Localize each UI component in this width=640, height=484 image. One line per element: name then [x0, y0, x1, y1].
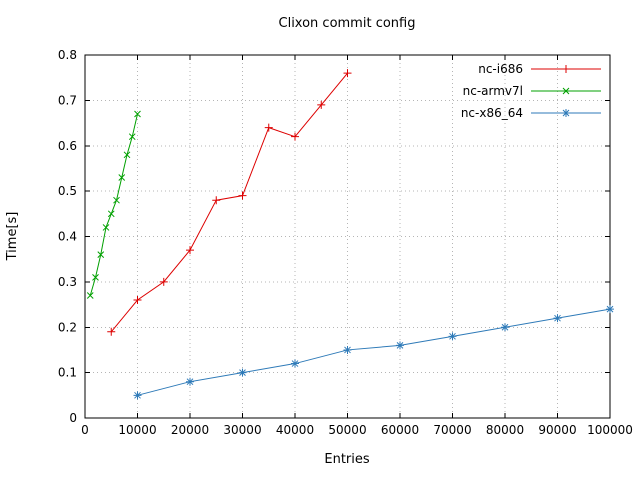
x-tick-label: 100000: [587, 423, 633, 437]
x-tick-label: 80000: [486, 423, 524, 437]
y-tick-label: 0: [69, 411, 77, 425]
legend-label: nc-armv7l: [463, 84, 523, 98]
series-nc-i686: [107, 69, 352, 336]
x-tick-label: 50000: [328, 423, 366, 437]
tick-marks: [84, 54, 611, 419]
chart-title: Clixon commit config: [279, 16, 416, 31]
legend-label: nc-i686: [478, 62, 523, 76]
legend: nc-i686 nc-armv7l nc-x86_64: [461, 62, 601, 120]
series-nc-x86_64: [133, 305, 614, 400]
x-tick-label: 10000: [118, 423, 156, 437]
x-tick-label: 70000: [433, 423, 471, 437]
x-axis-label: Entries: [324, 452, 370, 467]
grid-lines: [84, 54, 611, 419]
series-nc-armv7l: [86, 110, 141, 299]
y-tick-label: 0.7: [58, 93, 77, 107]
x-tick-label: 0: [81, 423, 89, 437]
series-markers: [107, 69, 352, 336]
legend-marker: [562, 87, 570, 95]
x-tick-label: 90000: [538, 423, 576, 437]
x-tick-label: 40000: [276, 423, 314, 437]
y-tick-label: 0.2: [58, 320, 77, 334]
x-tick-label: 30000: [223, 423, 261, 437]
legend-marker: [562, 109, 570, 117]
legend-marker: [562, 65, 570, 73]
y-tick-label: 0.6: [58, 139, 77, 153]
y-tick-label: 0.3: [58, 275, 77, 289]
y-tick-label: 0.1: [58, 366, 77, 380]
series-markers: [86, 110, 141, 299]
tick-labels: 0 10000 20000 30000 40000 50000 60000 70000 8000…: [58, 48, 633, 437]
x-tick-label: 60000: [381, 423, 419, 437]
y-tick-label: 0.4: [58, 230, 77, 244]
data-series: [86, 69, 614, 400]
y-tick-label: 0.8: [58, 48, 77, 62]
series-markers: [133, 305, 614, 400]
x-tick-label: 20000: [171, 423, 209, 437]
legend-label: nc-x86_64: [461, 106, 523, 120]
y-axis-label: Time[s]: [5, 212, 20, 262]
y-tick-label: 0.5: [58, 184, 77, 198]
